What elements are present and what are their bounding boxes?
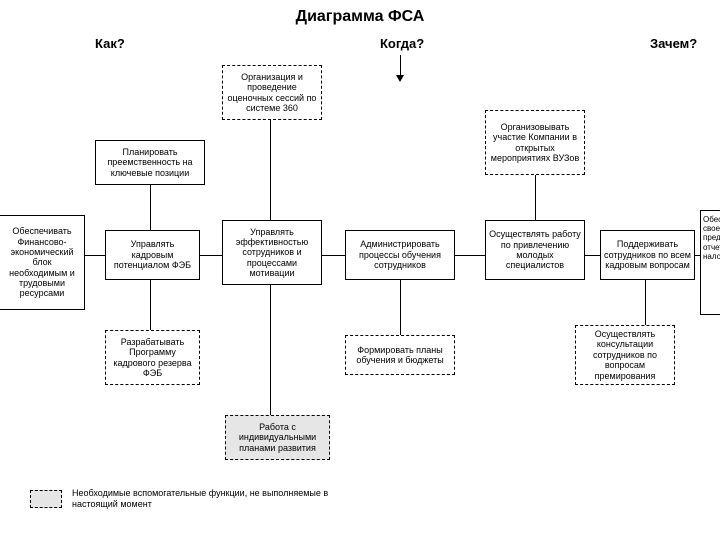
conn-eff-down — [270, 285, 271, 415]
header-why: Зачем? — [650, 36, 697, 51]
box-admin: Администрировать процессы обучения сотру… — [345, 230, 455, 280]
box-org360: Организация и проведение оценочных сесси… — [222, 65, 322, 120]
conn-vuz-down — [535, 175, 536, 220]
box-molod: Осуществлять работу по привлечению молод… — [485, 220, 585, 280]
header-how: Как? — [95, 36, 125, 51]
conn-h6 — [695, 255, 700, 256]
box-indiv: Работа с индивидуальными планами развити… — [225, 415, 330, 460]
conn-potential-down — [150, 280, 151, 330]
diagram-title: Диаграмма ФСА — [0, 8, 720, 26]
conn-h3 — [322, 255, 345, 256]
box-vuz: Организовывать участие Компании в открыт… — [485, 110, 585, 175]
conn-h5 — [585, 255, 600, 256]
box-potential: Управлять кадровым потенциалом ФЭБ — [105, 230, 200, 280]
conn-plan-down — [150, 185, 151, 230]
conn-h2 — [200, 255, 222, 256]
box-rightmain: Обеспеч. своевремен-ное предос-тавление … — [700, 210, 720, 315]
legend-text: Необходимые вспомогательные функции, не … — [72, 488, 332, 510]
diagram-canvas: Диаграмма ФСА Как? Когда? Зачем? Организ… — [0, 0, 720, 540]
box-budget: Формировать планы обучения и бюджеты — [345, 335, 455, 375]
legend-swatch — [30, 490, 62, 508]
header-when: Когда? — [380, 36, 424, 51]
when-arrow-head — [396, 75, 404, 82]
box-plan: Планировать преемственность на ключевые … — [95, 140, 205, 185]
conn-support-down — [645, 280, 646, 325]
conn-h1 — [85, 255, 105, 256]
box-eff: Управлять эффективностью сотрудников и п… — [222, 220, 322, 285]
conn-h4 — [455, 255, 485, 256]
box-reserve: Разрабатывать Программу кадрового резерв… — [105, 330, 200, 385]
box-support: Поддерживать сотрудников по всем кадровы… — [600, 230, 695, 280]
when-arrow-line — [400, 55, 401, 75]
conn-admin-down — [400, 280, 401, 335]
box-leftmain: Обеспечивать Финансово-экономический бло… — [0, 215, 85, 310]
box-consult: Осуществлять консультации сотрудников по… — [575, 325, 675, 385]
conn-org360-down — [270, 120, 271, 220]
